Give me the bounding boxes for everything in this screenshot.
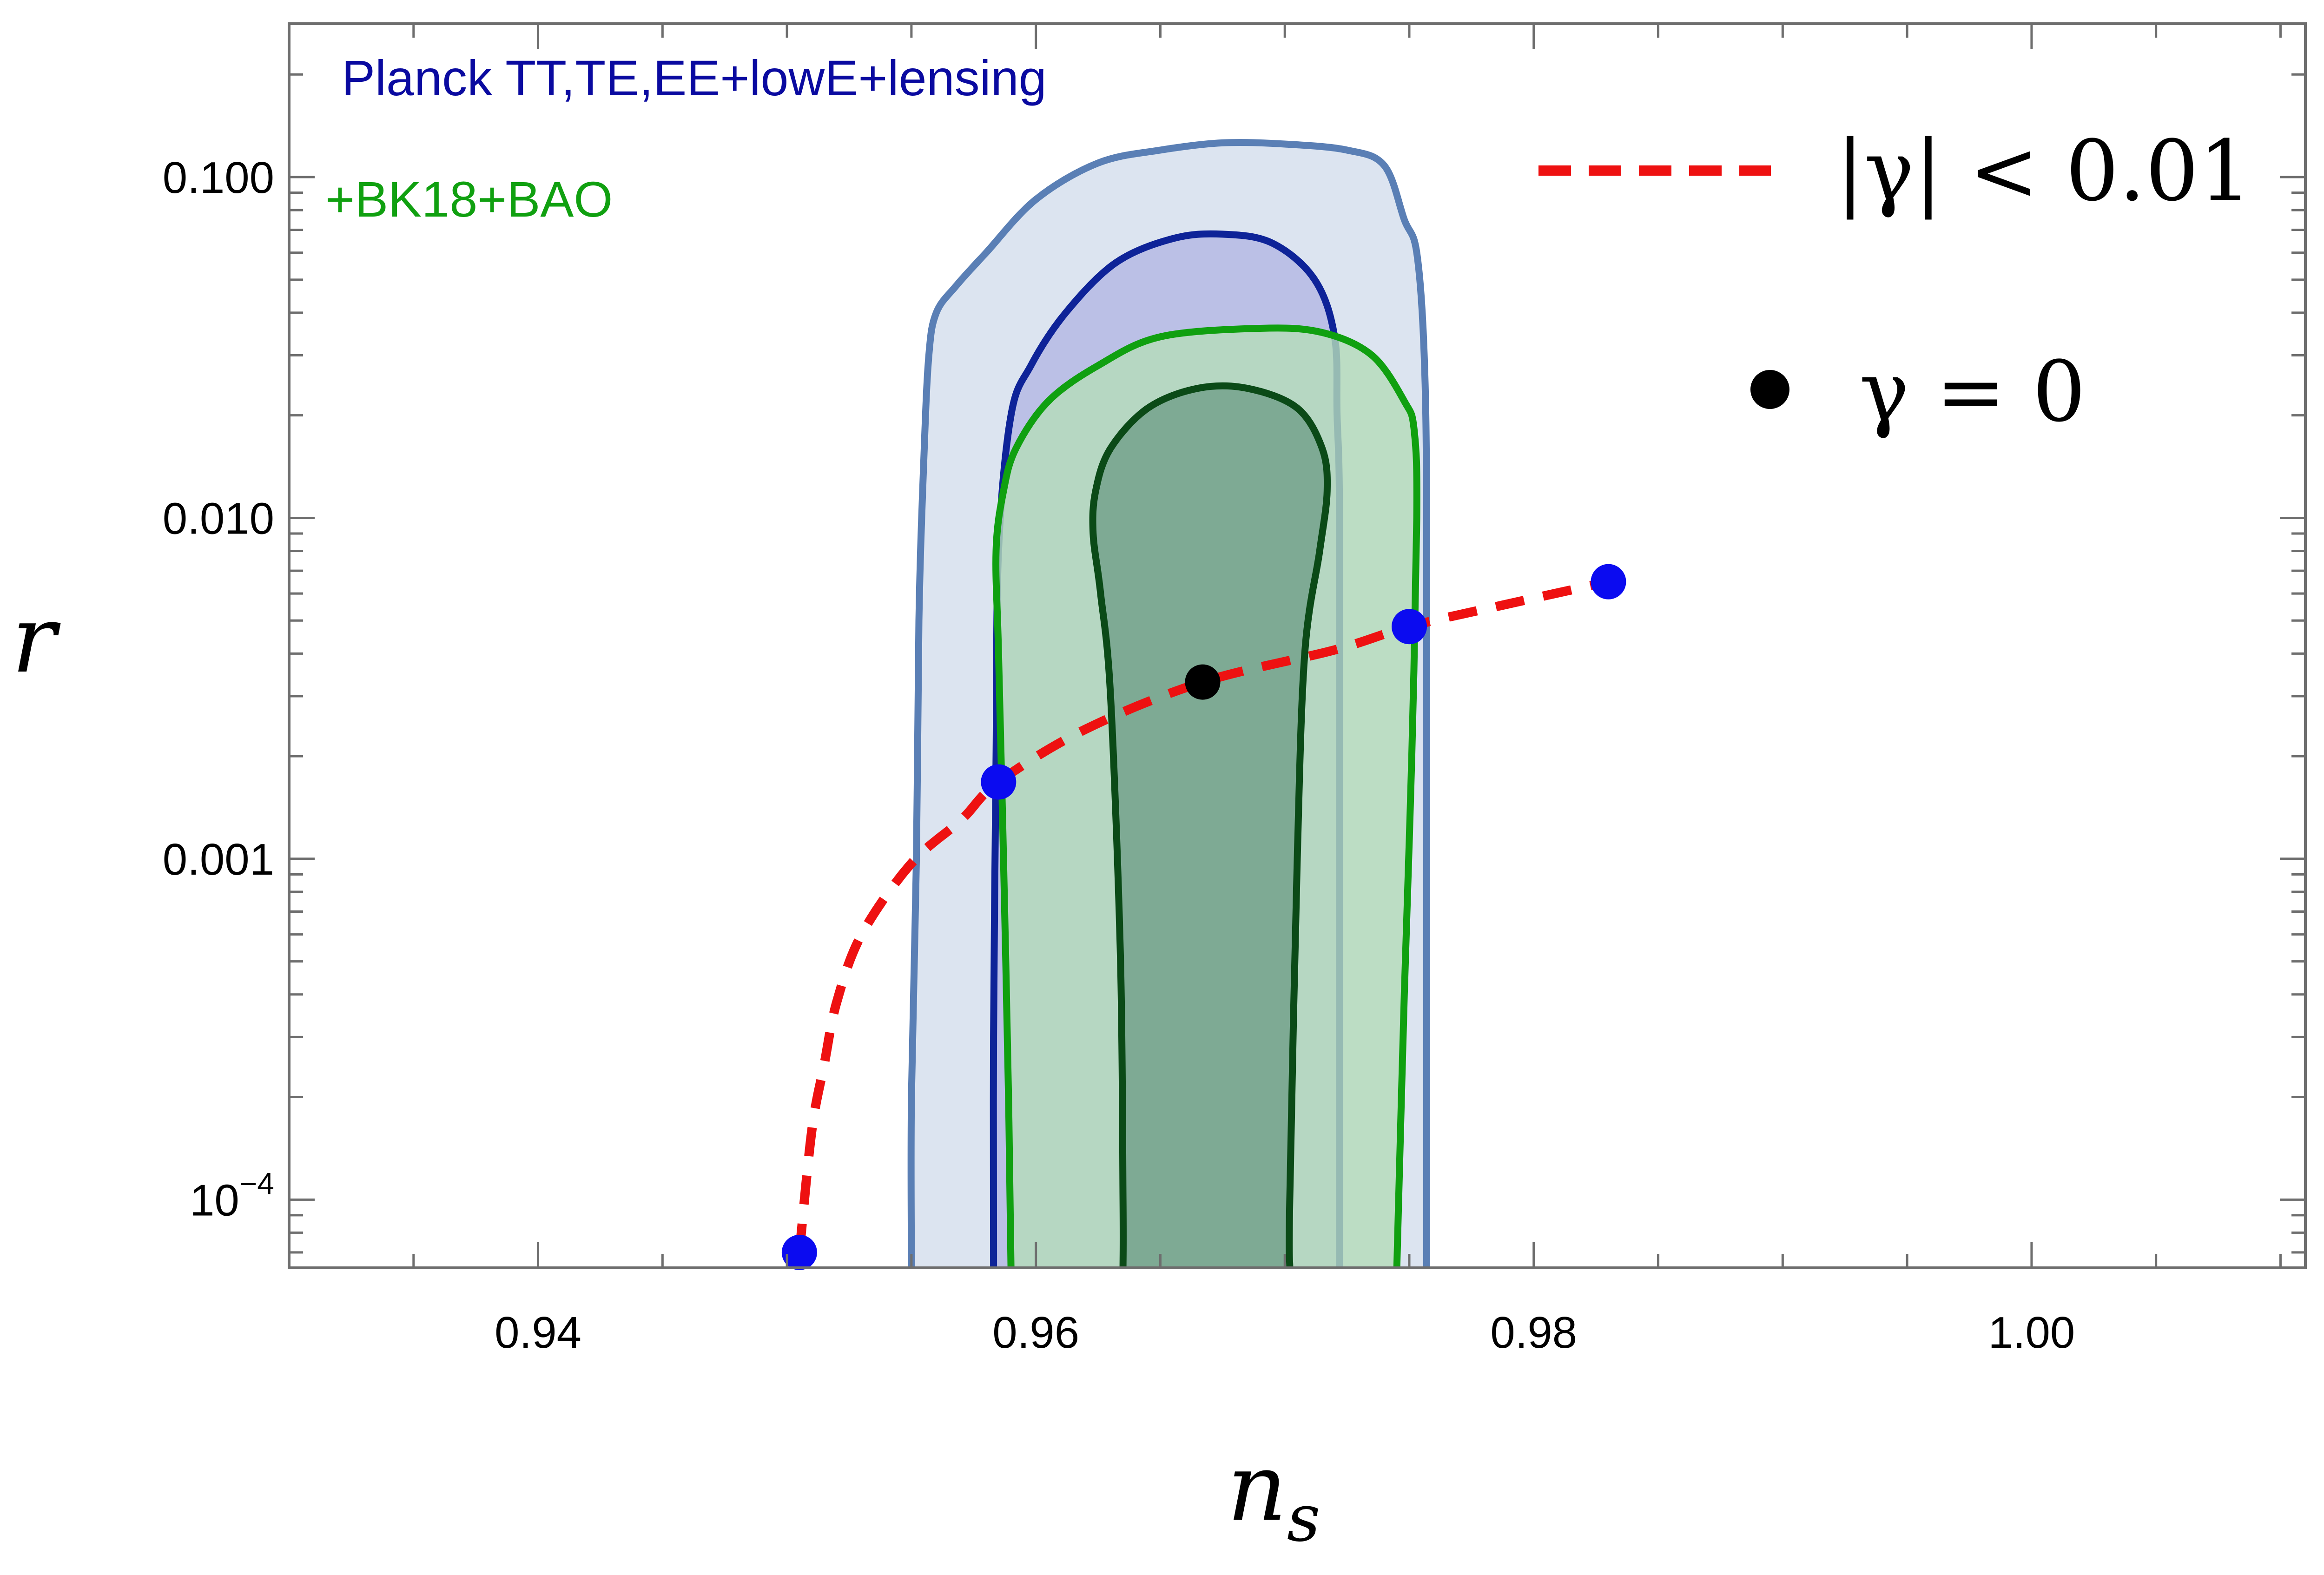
legend-label-gamma-zero: γ = 0: [1859, 343, 2086, 441]
y-tick-label: 0.001: [163, 835, 274, 884]
ticks-layer: 0.94 0.96 0.98 1.00 0.100 0.010 0.001 10−4: [163, 24, 2305, 1358]
legend: |γ| < 0.01 γ = 0: [1538, 123, 2252, 441]
dataset-labels: Planck TT,TE,EE+lowE+lensing +BK18+BAO: [325, 50, 1047, 227]
data-point-2: [981, 764, 1017, 800]
x-axis-label-main: n: [1227, 1434, 1287, 1542]
data-point-3: [1185, 664, 1221, 700]
legend-dot-swatch: [1750, 370, 1789, 409]
dataset-label-planck: Planck TT,TE,EE+lowE+lensing: [342, 50, 1047, 106]
y-tick-label: 0.010: [163, 494, 274, 543]
dataset-label-bk18-bao: +BK18+BAO: [325, 171, 613, 227]
contour-4: [1089, 382, 1331, 1268]
plot-frame: [288, 22, 2307, 1269]
y-tick-label: 0.100: [163, 153, 274, 203]
legend-label-gamma-bound: |γ| < 0.01: [1836, 123, 2252, 220]
x-tick-label: 0.98: [1490, 1308, 1577, 1358]
data-point-1: [781, 1234, 817, 1270]
x-axis-label: ns: [1227, 1434, 1320, 1556]
x-tick-label: 1.00: [1988, 1308, 2075, 1358]
y-axis-label: r: [12, 586, 61, 694]
x-axis-label-subscript: s: [1287, 1481, 1320, 1556]
contour-layer: [907, 139, 1431, 1268]
x-tick-label: 0.94: [495, 1308, 581, 1358]
x-tick-label: 0.96: [992, 1308, 1079, 1358]
y-tick-label: 10−4: [190, 1166, 274, 1225]
data-point-5: [1591, 564, 1626, 600]
points-layer: [781, 564, 1626, 1270]
data-point-4: [1392, 609, 1427, 645]
